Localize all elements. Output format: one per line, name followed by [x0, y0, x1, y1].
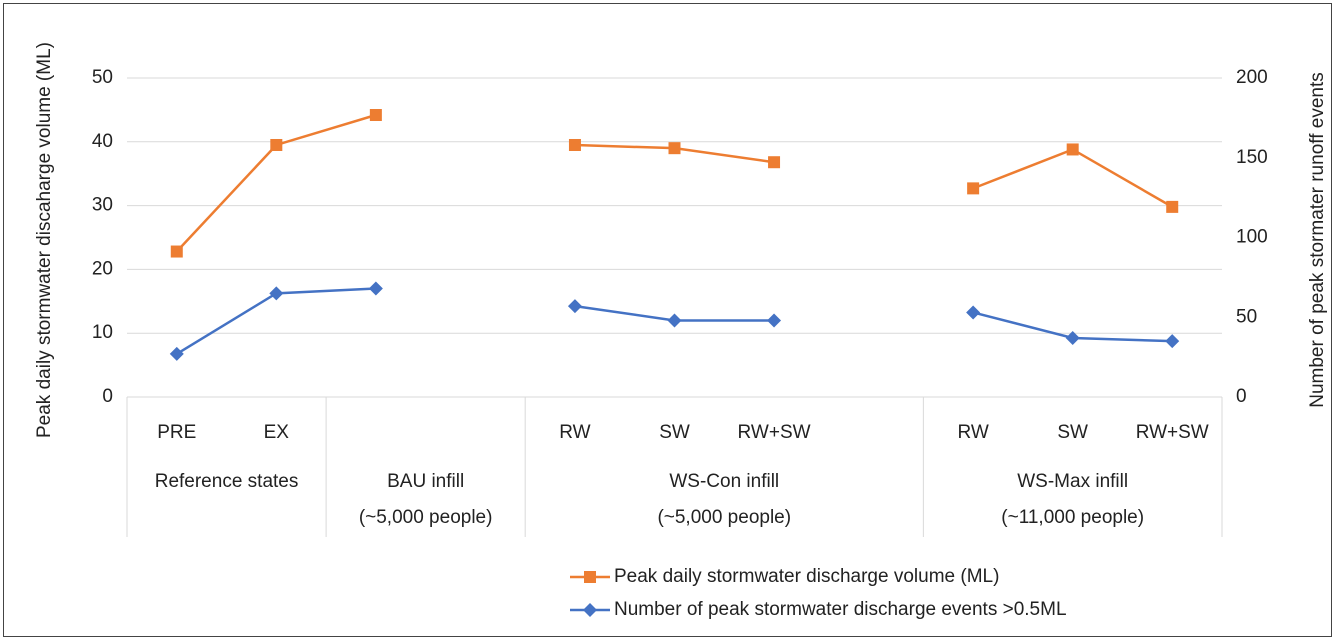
data-point — [967, 182, 980, 195]
data-point — [169, 346, 184, 361]
y-tick-label: 0 — [102, 386, 113, 407]
x-tick-label: PRE — [157, 422, 196, 443]
data-point — [767, 313, 782, 328]
y2-tick-label: 100 — [1236, 227, 1268, 248]
group-label: (~5,000 people) — [657, 507, 791, 528]
data-point — [568, 138, 581, 151]
x-tick-label: EX — [264, 422, 290, 443]
x-tick-label: RW+SW — [1136, 422, 1209, 443]
legend-marker — [583, 603, 597, 617]
data-point — [170, 245, 183, 258]
group-label: (~11,000 people) — [1001, 507, 1144, 528]
group-label: (~5,000 people) — [359, 507, 493, 528]
x-tick-label: SW — [659, 422, 690, 443]
y-axis-title: Peak daily stormwater discaharge volume … — [34, 42, 55, 438]
data-point — [368, 281, 383, 296]
y-tick-label: 30 — [92, 195, 113, 216]
data-point — [1066, 143, 1079, 156]
y2-tick-label: 0 — [1236, 386, 1247, 407]
y-tick-label: 50 — [92, 67, 113, 88]
group-label: WS-Max infill — [1017, 471, 1128, 492]
y-tick-label: 20 — [92, 258, 113, 279]
legend-label: Peak daily stormwater discharge volume (… — [614, 566, 999, 587]
y2-tick-label: 200 — [1236, 67, 1268, 88]
data-point — [369, 109, 382, 122]
data-point — [270, 138, 283, 151]
data-point — [1166, 200, 1179, 213]
y2-tick-label: 150 — [1236, 147, 1268, 168]
x-tick-label: SW — [1057, 422, 1088, 443]
y2-axis-title: Number of peak stormater runoff events — [1307, 72, 1328, 407]
y-tick-label: 10 — [92, 322, 113, 343]
data-point — [1065, 330, 1080, 345]
data-point — [668, 142, 681, 155]
group-label: WS-Con infill — [669, 471, 779, 492]
legend-label: Number of peak stormwater discharge even… — [614, 599, 1067, 620]
x-tick-label: RW+SW — [738, 422, 811, 443]
data-point — [1165, 334, 1180, 349]
y-tick-label: 40 — [92, 131, 113, 152]
data-point — [567, 299, 582, 314]
data-point — [768, 156, 781, 169]
group-label: BAU infill — [387, 471, 464, 492]
group-label: Reference states — [155, 471, 299, 492]
legend-marker — [584, 571, 596, 583]
data-point — [667, 313, 682, 328]
x-tick-label: RW — [559, 422, 590, 443]
y2-tick-label: 50 — [1236, 306, 1257, 327]
data-point — [966, 305, 981, 320]
data-point — [269, 286, 284, 301]
x-tick-label: RW — [957, 422, 988, 443]
